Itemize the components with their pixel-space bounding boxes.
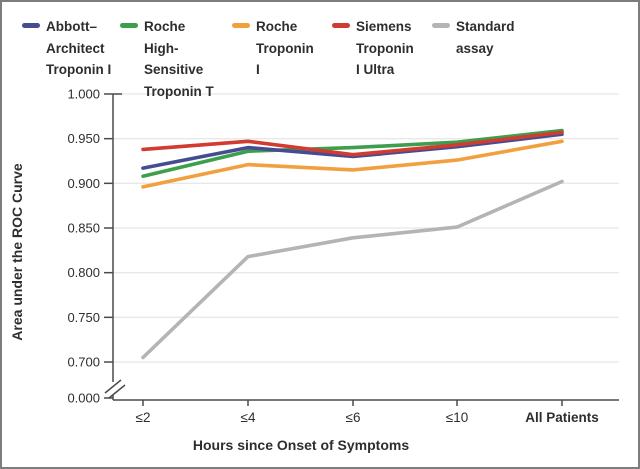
- y-tick-label: 1.000: [67, 87, 100, 102]
- x-tick-label: ≤2: [136, 410, 151, 425]
- x-tick-label: All Patients: [525, 410, 599, 425]
- legend-item-roche-high-sensitive: Roche High-Sensitive Troponin T: [120, 16, 220, 102]
- axes: [104, 93, 619, 406]
- tick-labels: 1.000 0.950 0.900 0.850 0.800 0.750 0.700 0.000…: [67, 87, 598, 426]
- y-tick-label: 0.000: [67, 391, 100, 406]
- x-tick-label: ≤10: [446, 410, 468, 425]
- series-line-1: [141, 128, 564, 178]
- y-tick-label: 0.850: [67, 220, 100, 235]
- legend-swatch-siemens-ultra: [332, 23, 350, 28]
- x-axis-title: Hours since Onset of Symptoms: [193, 437, 409, 453]
- series-line-2: [141, 139, 564, 189]
- series-lines: [141, 128, 564, 360]
- legend-item-abbott-architect: Abbott–Architect Troponin I: [22, 16, 118, 81]
- series-line-3: [141, 130, 564, 157]
- y-tick-label: 0.950: [67, 131, 100, 146]
- chart-legend: Abbott–Architect Troponin I Roche High-S…: [2, 2, 638, 99]
- legend-swatch-roche-high-sensitive: [120, 23, 138, 28]
- x-tick-label: ≤6: [346, 410, 361, 425]
- legend-item-siemens-ultra: Siemens Troponin I Ultra: [332, 16, 416, 81]
- legend-label-siemens-ultra: Siemens Troponin I Ultra: [356, 19, 414, 78]
- y-axis-title: Area under the ROC Curve: [9, 163, 25, 341]
- legend-swatch-standard-assay: [432, 23, 450, 28]
- y-tick-label: 0.900: [67, 176, 100, 191]
- series-line-4: [141, 179, 564, 360]
- y-tick-label: 0.800: [67, 265, 100, 280]
- legend-swatch-roche-troponin-i: [232, 23, 250, 28]
- legend-label-abbott-architect: Abbott–Architect Troponin I: [46, 19, 112, 78]
- y-tick-label: 0.700: [67, 354, 100, 369]
- legend-item-roche-troponin-i: Roche Troponin I: [232, 16, 314, 81]
- legend-label-standard-assay: Standard assay: [456, 19, 515, 56]
- legend-item-standard-assay: Standard assay: [432, 16, 515, 59]
- gridlines: [113, 93, 619, 363]
- y-tick-label: 0.750: [67, 310, 100, 325]
- x-tick-label: ≤4: [241, 410, 256, 425]
- legend-swatch-abbott-architect: [22, 23, 40, 28]
- legend-label-roche-troponin-i: Roche Troponin I: [256, 19, 314, 78]
- legend-label-roche-high-sensitive: Roche High-Sensitive Troponin T: [144, 19, 214, 99]
